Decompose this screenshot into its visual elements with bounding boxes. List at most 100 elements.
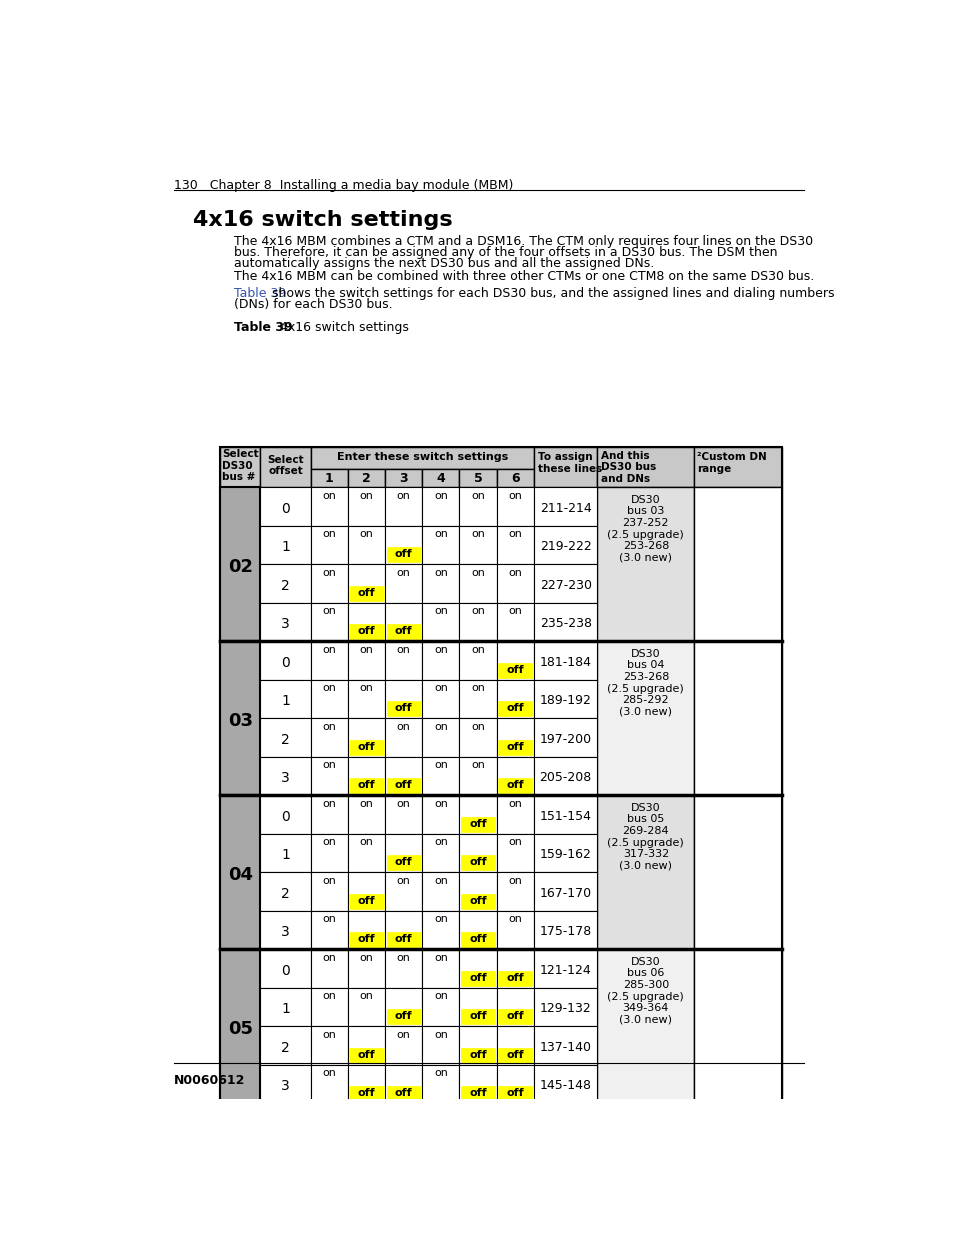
Bar [497,1047,532,1063]
Text: on: on [508,914,521,924]
Bar [497,795,534,834]
Bar [459,988,497,1026]
Text: 0: 0 [281,810,290,824]
Text: on: on [508,490,521,501]
Bar [386,932,420,947]
Text: on: on [322,837,335,847]
Bar [385,757,422,795]
Bar [385,1026,422,1065]
Bar [349,778,383,793]
Bar [459,948,497,988]
Bar [459,795,497,834]
Text: 121-124: 121-124 [539,963,591,977]
Text: on: on [322,568,335,578]
Bar [349,624,383,640]
Bar [385,603,422,641]
Text: 4: 4 [436,472,445,485]
Bar [260,679,311,718]
Text: off: off [469,1088,486,1098]
Bar [260,872,311,910]
Bar [349,1047,383,1063]
Bar [459,910,497,948]
Bar [459,526,497,564]
Text: on: on [508,837,521,847]
Text: on: on [434,837,447,847]
Bar [459,1026,497,1065]
Text: off: off [395,1088,412,1098]
Bar [422,1065,459,1103]
Text: 0: 0 [281,963,290,978]
Text: Enter these switch settings: Enter these switch settings [336,452,507,462]
Bar [385,641,422,679]
Bar [311,526,348,564]
Bar [311,564,348,603]
Text: on: on [322,876,335,885]
Text: on: on [508,568,521,578]
Bar [459,468,497,487]
Text: off: off [395,857,412,867]
Bar [497,603,534,641]
Bar [386,547,420,562]
Bar [597,948,694,1103]
Text: on: on [359,992,373,1002]
Bar [694,487,781,641]
Text: off: off [506,704,523,714]
Bar [459,834,497,872]
Text: on: on [508,530,521,540]
Bar [220,447,781,1103]
Bar [385,948,422,988]
Bar [385,468,422,487]
Text: off: off [469,935,486,945]
Bar [460,1086,495,1102]
Text: on: on [322,490,335,501]
Text: on: on [434,1068,447,1078]
Bar [534,447,597,487]
Text: 4x16 switch settings: 4x16 switch settings [193,210,452,230]
Text: ²Custom DN
range: ²Custom DN range [697,452,766,474]
Bar [497,641,534,679]
Bar [422,526,459,564]
Text: 05: 05 [228,1020,253,1037]
Text: 02: 02 [228,558,253,576]
Bar [459,872,497,910]
Text: on: on [396,645,410,655]
Text: on: on [396,1030,410,1040]
Text: off: off [357,895,375,905]
Bar [534,834,597,872]
Bar [386,701,420,716]
Bar [597,487,694,641]
Text: 205-208: 205-208 [539,771,591,784]
Text: 2: 2 [281,1041,290,1055]
Bar [385,910,422,948]
Bar [260,487,311,526]
Text: off: off [357,935,375,945]
Bar [497,1086,532,1102]
Bar [348,757,385,795]
Bar [348,526,385,564]
Text: The 4x16 MBM combines a CTM and a DSM16. The CTM only requires four lines on the: The 4x16 MBM combines a CTM and a DSM16.… [233,235,812,248]
Bar [348,1026,385,1065]
Bar [220,641,260,795]
Bar [220,447,781,487]
Bar [422,487,459,526]
Bar [348,988,385,1026]
Text: 2: 2 [281,579,290,593]
Bar [534,872,597,910]
Text: on: on [322,953,335,963]
Text: on: on [396,953,410,963]
Text: 129-132: 129-132 [539,1002,591,1015]
Bar [260,641,311,679]
Text: on: on [359,683,373,693]
Text: 145-148: 145-148 [539,1079,591,1092]
Bar [386,778,420,793]
Text: Select
DS30
bus #: Select DS30 bus # [222,450,258,483]
Bar [348,603,385,641]
Bar [348,872,385,910]
Bar [422,795,459,834]
Bar [422,603,459,641]
Bar [460,855,495,871]
Bar [220,948,260,1103]
Text: DS30
bus 04
253-268
(2.5 upgrade)
285-292
(3.0 new): DS30 bus 04 253-268 (2.5 upgrade) 285-29… [607,648,683,716]
Bar [260,526,311,564]
Bar [534,795,597,834]
